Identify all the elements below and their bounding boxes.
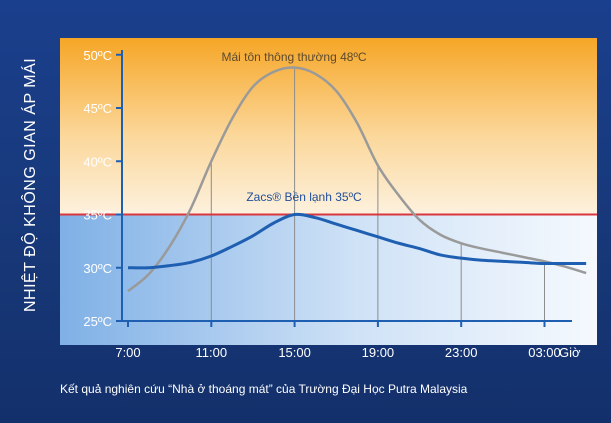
x-tick-label: 11:00 <box>196 345 228 360</box>
series-line-metal-roof <box>127 66 587 293</box>
x-tick-label: 03:00 <box>528 345 561 360</box>
y-tick-label: 30ºC <box>83 261 112 276</box>
series-label-metal-roof: Mái tôn thông thường 48ºC <box>221 50 366 64</box>
hot-zone-background <box>60 38 597 215</box>
chart-caption: Kết quả nghiên cứu “Nhà ở thoáng mát” củ… <box>60 382 468 396</box>
y-tick-label: 45ºC <box>83 101 112 116</box>
series-line-zacs <box>127 212 587 270</box>
y-tick-label: 35ºC <box>83 208 112 223</box>
series-label-zacs: Zacs® Bền lạnh 35ºC <box>246 190 362 204</box>
x-axis-label: Giờ <box>559 345 581 360</box>
x-tick-label: 15:00 <box>278 345 311 360</box>
y-axis-label: NHIỆT ĐỘ KHÔNG GIAN ÁP MÁI <box>22 57 39 312</box>
x-tick-label: 23:00 <box>445 345 478 360</box>
x-tick-label: 19:00 <box>362 345 395 360</box>
x-tick-label: 7:00 <box>115 345 140 360</box>
y-tick-label: 40ºC <box>83 154 112 169</box>
y-tick-label: 25ºC <box>83 314 112 329</box>
y-tick-label: 50ºC <box>83 48 112 63</box>
cool-zone-background <box>60 214 597 345</box>
